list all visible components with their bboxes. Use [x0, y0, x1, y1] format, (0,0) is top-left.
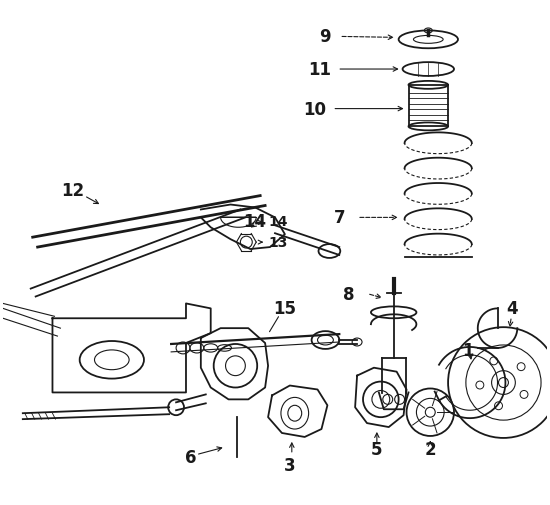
Text: 4: 4: [507, 300, 518, 318]
Text: 11: 11: [308, 61, 331, 79]
Text: 14: 14: [268, 215, 288, 229]
Text: 1: 1: [462, 341, 474, 359]
Text: 10: 10: [303, 100, 326, 118]
Text: 7: 7: [333, 209, 345, 227]
Text: 2: 2: [425, 440, 436, 458]
Text: 12: 12: [60, 181, 84, 199]
Text: 13: 13: [268, 236, 288, 249]
Text: 3: 3: [284, 456, 296, 474]
Text: 8: 8: [343, 285, 355, 303]
Text: 9: 9: [318, 28, 330, 46]
Text: 15: 15: [273, 300, 296, 318]
Text: 6: 6: [185, 448, 197, 466]
Text: 5: 5: [371, 440, 383, 458]
Text: 14: 14: [244, 213, 267, 231]
